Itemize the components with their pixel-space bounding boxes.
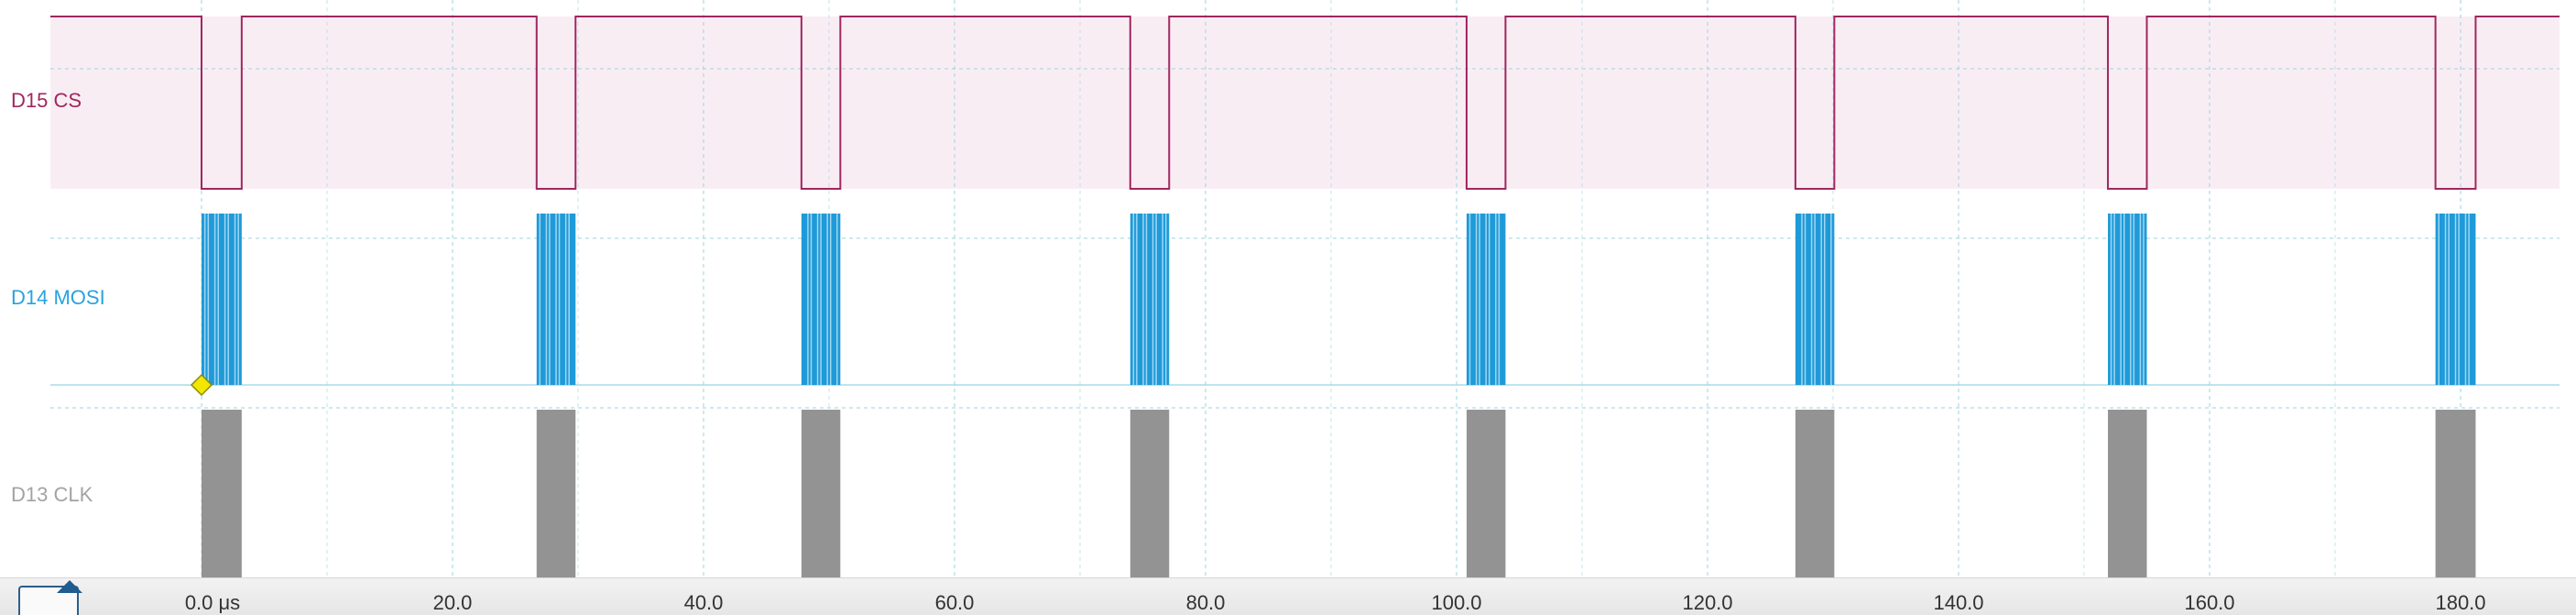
channel-label-cs: D15 CS [11, 89, 82, 112]
tick-label: 160.0 [2184, 591, 2235, 614]
tick-label: 0.0 μs [184, 591, 241, 614]
tick-label: 20.0 [432, 591, 473, 614]
clk-burst [1130, 410, 1170, 577]
tick-label: 60.0 [934, 591, 975, 614]
tick-label: 180.0 [2435, 591, 2486, 614]
logic-analyzer-plot[interactable] [0, 0, 2576, 577]
clk-burst [1466, 410, 1506, 577]
timeline-navigator-handle[interactable] [18, 580, 82, 615]
tick-label: 100.0 [1431, 591, 1482, 614]
clk-burst [801, 410, 841, 577]
clk-burst [2108, 410, 2147, 577]
time-axis[interactable]: 0.0 μs 20.0 40.0 60.0 80.0 100.0 120.0 140.0 160… [0, 577, 2576, 615]
cs-band-background [50, 16, 2560, 189]
tick-label: 80.0 [1185, 591, 1226, 614]
tick-label: 40.0 [683, 591, 724, 614]
trigger-marker-icon [190, 373, 213, 397]
clk-burst [536, 410, 576, 577]
tick-label: 120.0 [1682, 591, 1733, 614]
tick-label: 140.0 [1933, 591, 1984, 614]
clk-burst [2435, 410, 2476, 577]
clk-burst [1795, 410, 1835, 577]
cs-waveform [50, 16, 2560, 190]
caret-up-icon [57, 580, 82, 593]
clk-burst [202, 410, 242, 577]
channel-label-clk: D13 CLK [11, 483, 93, 506]
channel-label-mosi: D14 MOSI [11, 286, 105, 309]
